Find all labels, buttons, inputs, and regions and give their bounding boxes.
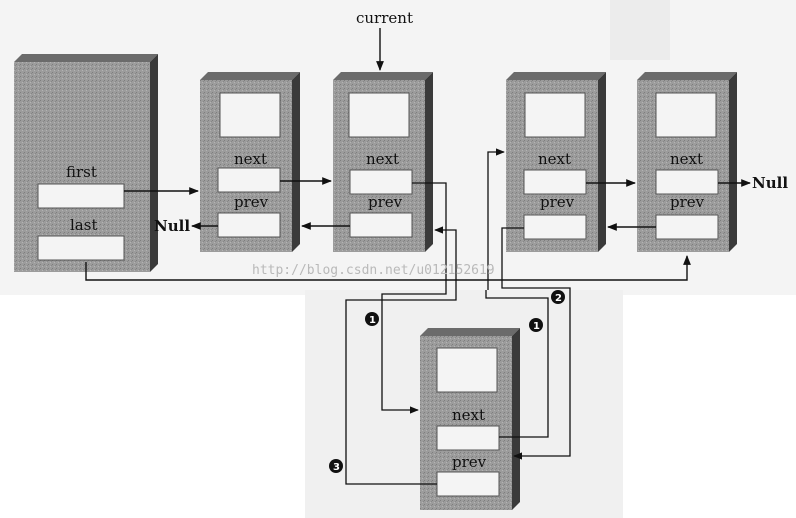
node-3-prev-field (523, 214, 587, 240)
new-node-prev-field (436, 471, 500, 497)
step-marker-1b-text: 1 (533, 321, 540, 332)
node-2-data-field (348, 92, 410, 138)
node-3-prev-to-new-node-arrow (501, 227, 571, 460)
node-3-next-field (523, 169, 587, 195)
current-label: current (356, 9, 413, 27)
prev-links (191, 222, 656, 231)
step-marker-1a: 1 (365, 312, 379, 326)
node-2-prev-label: prev (368, 193, 403, 211)
step-marker-2-text: 2 (555, 293, 562, 304)
node-3-prev-label: prev (540, 193, 575, 211)
new-node-prev-label: prev (452, 453, 487, 471)
list-header-box: first last (14, 54, 158, 272)
null-right-label: Null (752, 174, 788, 192)
node-3: next prev (506, 72, 606, 252)
node-1-next-label: next (234, 150, 267, 168)
step-marker-3-text: 3 (333, 462, 340, 473)
null-left-label: Null (154, 217, 190, 235)
node-3-data-field (524, 92, 586, 138)
step-marker-3: 3 (329, 459, 343, 473)
node-2-prev-field (349, 212, 413, 238)
node-1-data-field (219, 92, 281, 138)
last-field (37, 235, 125, 261)
new-node-prev-to-current-arrow (345, 226, 457, 485)
first-field (37, 183, 125, 209)
node-4-next-field (655, 169, 719, 195)
new-node-data-field (436, 347, 498, 393)
new-node-next-field (436, 425, 500, 451)
node-1: next prev (200, 72, 300, 252)
node-2-current: next prev (333, 72, 433, 252)
node-1-prev-label: prev (234, 193, 269, 211)
new-node-next-label: next (452, 406, 485, 424)
new-node: next prev (420, 328, 520, 510)
node-2-next-field (349, 169, 413, 195)
next-links (124, 177, 751, 195)
node-4-prev-field (655, 214, 719, 240)
insertion-links (345, 148, 571, 485)
step-marker-2: 2 (551, 290, 565, 304)
node-4-data-field (655, 92, 717, 138)
new-node-next-to-node-3-arrow (485, 290, 549, 438)
step-marker-1b: 1 (529, 318, 543, 332)
node-4: next prev (637, 72, 737, 252)
first-label: first (66, 163, 97, 181)
node-4-next-label: next (670, 150, 703, 168)
last-label: last (70, 216, 97, 234)
step-marker-1a-text: 1 (369, 315, 376, 326)
node-1-prev-field (217, 212, 281, 238)
faint-print-right (610, 0, 670, 60)
last-to-node-4-arrow (85, 255, 691, 281)
node-3-next-label: next (538, 150, 571, 168)
node-3-link-arrow (487, 148, 505, 290)
node-4-prev-label: prev (670, 193, 705, 211)
node-2-next-label: next (366, 150, 399, 168)
watermark: http://blog.csdn.net/u012152619 (252, 263, 495, 278)
node-1-next-field (217, 167, 281, 193)
current-next-to-new-node-arrow (381, 182, 447, 414)
